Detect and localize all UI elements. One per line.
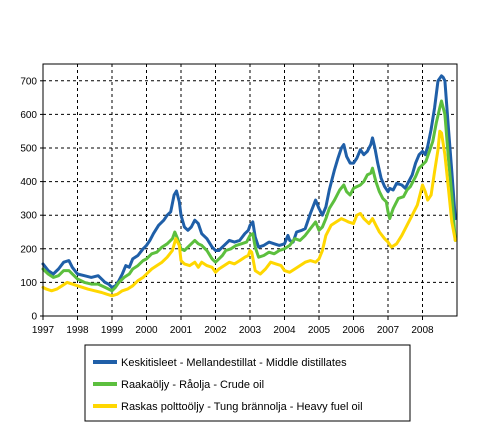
legend-label-3: Raskas polttoöljy - Tung brännolja - Hea… <box>121 401 363 413</box>
x-tick-label: 2005 <box>308 325 331 336</box>
y-tick-label: 100 <box>20 278 37 289</box>
y-tick-label: 500 <box>20 144 37 155</box>
series-line-1 <box>41 74 457 289</box>
legend-label-2: Raakaöljy - Råolja - Crude oil <box>121 379 264 391</box>
y-tick-label: 200 <box>20 244 37 255</box>
y-tick-label: 300 <box>20 211 37 222</box>
y-tick-label: 0 <box>31 312 37 323</box>
legend-label-1: Keskitisleet - Mellandestillat - Middle … <box>121 357 347 369</box>
grid <box>43 64 457 316</box>
x-tick-label: 2004 <box>273 325 296 336</box>
x-tick-label: 1999 <box>101 325 124 336</box>
legend: Keskitisleet - Mellandestillat - Middle … <box>84 344 411 422</box>
x-tick-label: 2003 <box>239 325 262 336</box>
x-tick-label: 2006 <box>342 325 365 336</box>
y-tick-label: 400 <box>20 177 37 188</box>
x-tick-label: 2007 <box>377 325 400 336</box>
series-line-2 <box>41 99 457 293</box>
x-tick-label: 2001 <box>170 325 193 336</box>
x-tick-label: 1998 <box>66 325 89 336</box>
series-lines <box>41 74 457 298</box>
y-tick-label: 600 <box>20 110 37 121</box>
x-tick-label: 1997 <box>32 325 55 336</box>
x-tick-label: 2002 <box>204 325 227 336</box>
x-tick-label: 2000 <box>135 325 158 336</box>
axes: 0 100 200 300 400 500 600 700 1997 1998 1999 2000 20… <box>20 76 434 336</box>
x-tick-label: 2008 <box>411 325 434 336</box>
series-line-3 <box>41 129 457 298</box>
y-tick-label: 700 <box>20 76 37 87</box>
legend-box <box>84 344 411 422</box>
